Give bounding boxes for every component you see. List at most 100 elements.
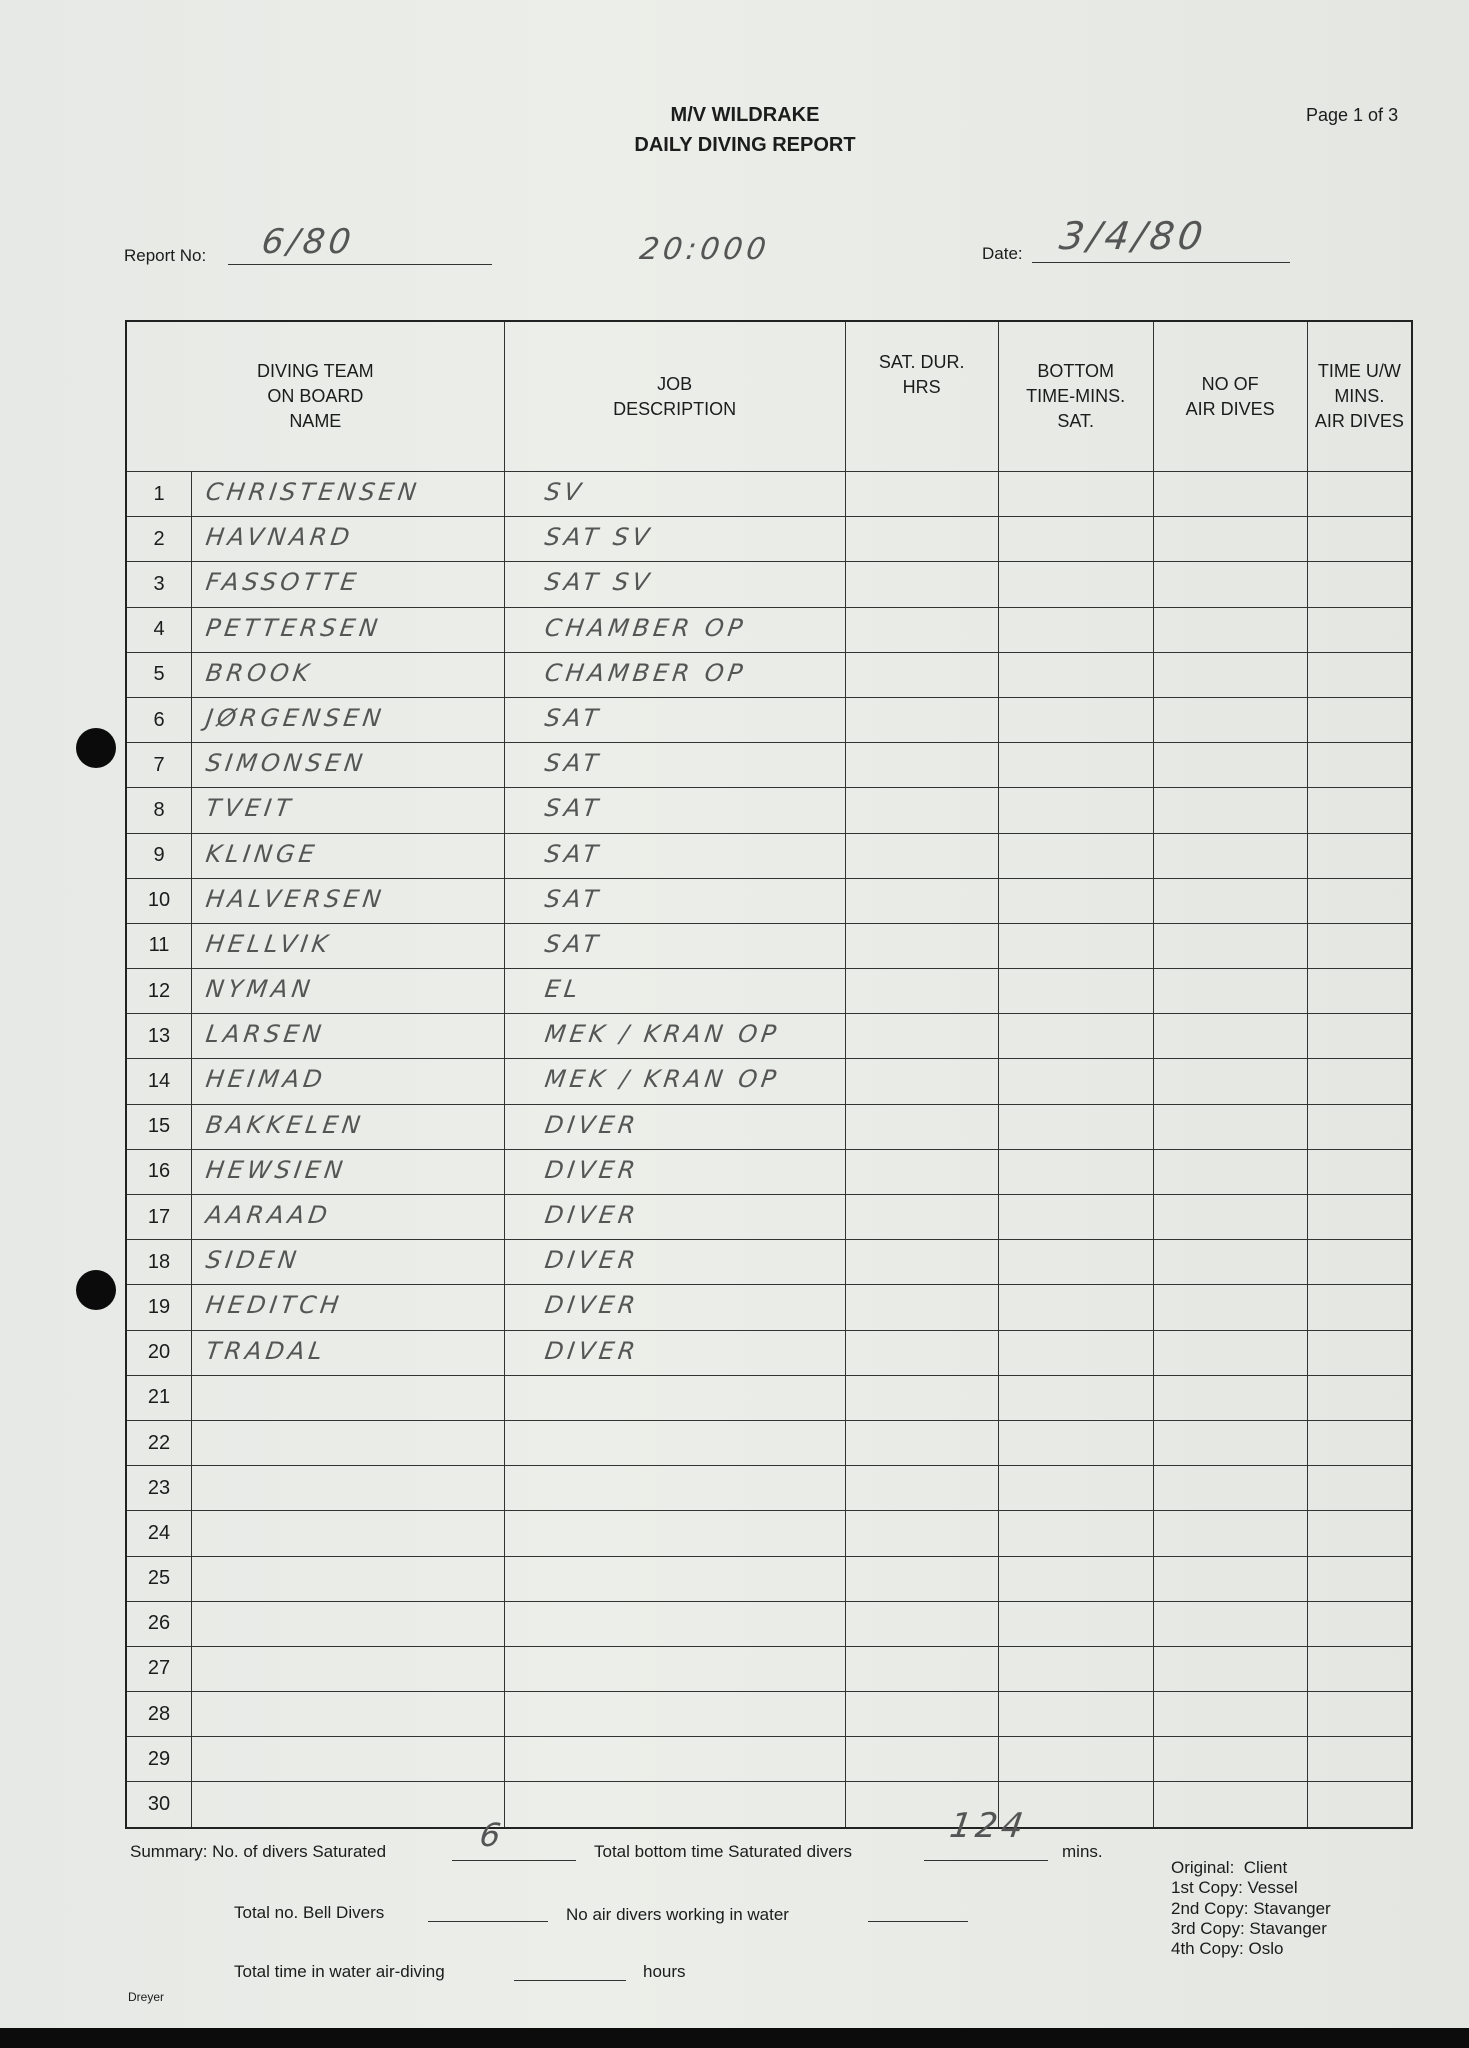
punch-hole	[76, 728, 116, 768]
table-row: 21	[125, 1374, 1413, 1421]
row-number: 29	[125, 1736, 192, 1783]
job-cell: SAT	[503, 787, 846, 834]
job-cell	[503, 1555, 846, 1602]
bottom-time-cell	[997, 470, 1154, 518]
col-header-name: DIVING TEAM ON BOARD NAME	[125, 320, 505, 472]
job-cell: DIVER	[503, 1284, 846, 1331]
air-dives-cell	[1152, 787, 1308, 834]
time-uw-cell	[1306, 1600, 1413, 1647]
time-uw-cell	[1306, 1510, 1413, 1557]
air-dives-cell	[1152, 1555, 1308, 1602]
time-uw-cell	[1306, 877, 1413, 924]
air-dives-cell	[1152, 1284, 1308, 1331]
bottom-time-cell	[997, 832, 1154, 879]
job-cell: MEK / KRAN OP	[503, 1058, 846, 1105]
bottom-time-cell	[997, 742, 1154, 789]
time-uw-cell	[1306, 1736, 1413, 1783]
sat-dur-cell	[844, 968, 999, 1015]
air-dives-cell	[1152, 651, 1308, 698]
diver-name-cell	[191, 1736, 505, 1783]
diver-name-cell	[191, 1374, 505, 1421]
job-cell: SAT	[503, 922, 846, 970]
sat-dur-cell	[844, 1736, 999, 1783]
diver-name: HEIMAD	[204, 1065, 328, 1094]
air-diving-time-label: Total time in water air-diving	[234, 1962, 445, 1981]
scan-edge	[0, 2028, 1469, 2048]
table-row: 11 HELLVIK SAT	[125, 922, 1413, 970]
bottom-time-cell	[997, 1600, 1154, 1647]
sat-dur-cell	[844, 651, 999, 698]
diver-name-cell: HEWSIEN	[191, 1148, 505, 1196]
time-uw-cell	[1306, 696, 1413, 744]
air-dives-cell	[1152, 1013, 1308, 1060]
sat-dur-cell	[844, 1013, 999, 1060]
row-number: 2	[125, 516, 192, 563]
diver-name-cell: FASSOTTE	[191, 561, 505, 608]
row-number: 14	[125, 1058, 192, 1105]
bottom-time-cell	[997, 516, 1154, 563]
job-cell	[503, 1600, 846, 1647]
air-dives-cell	[1152, 470, 1308, 518]
job-description: SV	[542, 478, 587, 506]
diver-name: SIDEN	[204, 1246, 302, 1275]
sat-dur-cell	[844, 742, 999, 789]
table-row: 15 BAKKELEN DIVER	[125, 1103, 1413, 1150]
job-cell: DIVER	[503, 1193, 846, 1241]
sat-dur-cell	[844, 1781, 999, 1829]
diver-name: PETTERSEN	[204, 613, 384, 642]
col-header-time-uw: TIME U/W MINS. AIR DIVES	[1306, 320, 1413, 472]
bottom-time-cell	[997, 1555, 1154, 1602]
report-no-value: 6/80	[259, 222, 358, 262]
job-cell	[503, 1736, 846, 1783]
time-uw-cell	[1306, 1645, 1413, 1693]
job-description: SAT	[542, 884, 604, 913]
time-uw-cell	[1306, 1284, 1413, 1331]
job-cell: SAT SV	[503, 516, 846, 563]
diver-name-cell: BAKKELEN	[191, 1103, 505, 1150]
bottom-time-cell	[997, 1419, 1154, 1467]
diver-name: KLINGE	[204, 839, 320, 868]
table-row: 20 TRADAL DIVER	[125, 1329, 1413, 1376]
col-header-bottom-time: BOTTOM TIME-MINS. SAT.	[997, 320, 1154, 472]
job-cell: DIVER	[503, 1239, 846, 1286]
table-row: 5 BROOK CHAMBER OP	[125, 651, 1413, 698]
bottom-time-cell	[997, 877, 1154, 924]
job-cell: SAT	[503, 877, 846, 924]
sat-dur-cell	[844, 1419, 999, 1467]
diver-name: BAKKELEN	[204, 1110, 366, 1139]
air-dives-cell	[1152, 1510, 1308, 1557]
copy-item: 3rd Copy: Stavanger	[1171, 1918, 1327, 1938]
table-row: 23	[125, 1465, 1413, 1512]
sat-dur-cell	[844, 470, 999, 518]
report-no-label: Report No:	[124, 246, 207, 265]
air-dives-cell	[1152, 832, 1308, 879]
air-dives-cell	[1152, 1193, 1308, 1241]
table-row: 19 HEDITCH DIVER	[125, 1284, 1413, 1331]
job-description: MEK / KRAN OP	[542, 1020, 782, 1049]
row-number: 12	[125, 968, 192, 1015]
sat-dur-cell	[844, 1645, 999, 1693]
diver-name-cell	[191, 1419, 505, 1467]
air-dives-cell	[1152, 1329, 1308, 1376]
air-dives-cell	[1152, 1374, 1308, 1421]
copy-item: 1st Copy: Vessel	[1171, 1878, 1298, 1898]
air-dives-cell	[1152, 1058, 1308, 1105]
table-row: 30	[125, 1781, 1413, 1829]
time-uw-cell	[1306, 1374, 1413, 1421]
diver-name-cell	[191, 1781, 505, 1829]
row-number: 3	[125, 561, 192, 608]
air-dives-cell	[1152, 968, 1308, 1015]
job-cell: DIVER	[503, 1103, 846, 1150]
diver-name-cell: SIDEN	[191, 1239, 505, 1286]
sat-dur-cell	[844, 1058, 999, 1105]
job-description: SAT	[542, 703, 604, 732]
diver-name: HELLVIK	[204, 929, 334, 958]
job-cell: SAT	[503, 696, 846, 744]
row-number: 5	[125, 651, 192, 698]
sat-dur-cell	[844, 877, 999, 924]
row-number: 30	[125, 1781, 192, 1829]
table-row: 8 TVEIT SAT	[125, 787, 1413, 834]
time-uw-cell	[1306, 922, 1413, 970]
diver-name-cell: LARSEN	[191, 1013, 505, 1060]
row-number: 16	[125, 1148, 192, 1196]
